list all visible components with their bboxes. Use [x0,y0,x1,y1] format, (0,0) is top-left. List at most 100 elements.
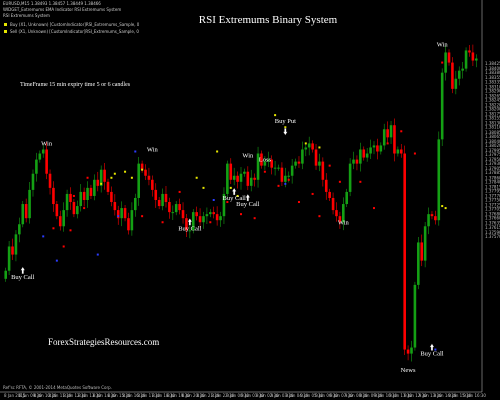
candle [110,186,113,207]
price-tick-label: 1.37590 [485,230,500,235]
candle-body [403,153,406,350]
time-tick-label: 9 Jan 09:30 [360,393,383,398]
candle-body [31,173,35,190]
sell-signal-dot [359,180,362,183]
price-tick-label: 1.38130 [485,121,500,126]
time-tick-label: 8 Jan 13:30 [78,393,101,398]
annotation-label: Buy Call [11,274,34,281]
candle [277,164,280,171]
price-tick-label: 1.37635 [485,221,500,226]
candle [328,188,331,202]
candle-body [243,171,246,174]
price-tick-label: 1.38245 [485,97,500,102]
candle-body [185,218,188,231]
candle-body [389,125,393,138]
buy-signal-dot [274,114,277,117]
candle-body [52,187,55,205]
candle [48,169,52,195]
candle-body [38,153,42,160]
sell-signal-dot [287,178,290,181]
candle [273,160,277,176]
chart-title: RSI Extremums Binary System [199,14,338,26]
candle-body [440,72,444,140]
price-tick-label: 1.38110 [485,125,500,130]
candle [93,174,96,201]
price-tick-label: 1.37725 [485,203,500,208]
candle-body [110,191,113,203]
candle-body [461,68,464,71]
candle-body [359,149,362,164]
candle [451,57,454,94]
candle [294,158,297,169]
candle-body [164,193,168,203]
candle-body [154,189,158,200]
candle-body [451,62,454,89]
candle [113,194,117,216]
candle [321,157,325,187]
price-tick-label: 1.37570 [485,234,500,239]
candle [76,200,79,219]
candle [457,66,461,86]
footer-copyright: Ref'sc RFTA, © 2001-2014 MetaQuotes Soft… [3,385,112,390]
candle-body [11,246,14,255]
candle-body [65,193,69,211]
watermark: ForexStrategiesResources.com [48,337,159,347]
candle-body [7,246,11,271]
candle-body [127,218,130,231]
candle [14,230,18,262]
candle-body [427,214,430,227]
candle [365,148,369,162]
sell-signal-dot [400,130,403,133]
candle [191,209,195,234]
sell-signal-dot [328,164,331,167]
price-tick-label: 1.37860 [485,175,500,180]
candle [205,207,209,225]
candle [362,146,366,161]
candle [437,131,441,226]
candle [359,142,362,172]
candle-body [365,153,369,158]
candle-body [362,149,366,158]
candle-body [304,147,308,150]
candle [413,281,417,351]
candle [171,205,175,221]
candle [335,202,338,222]
price-tick-label: 1.38020 [485,143,500,148]
candle-body [226,163,229,194]
candle-body [232,175,236,180]
time-tick-label: 9 Jan 12:30 [404,393,427,398]
candle-body [249,177,253,186]
candle [212,206,216,219]
candle [253,173,256,187]
candle [147,167,151,186]
candle-body [277,167,280,169]
candle-body [123,208,127,219]
annotation: Win [147,146,159,153]
candle-body [270,159,273,168]
candle [35,152,38,182]
candle [157,196,161,210]
candle-body [191,212,195,231]
sell-signal-dot [72,194,75,197]
candle [447,49,451,66]
price-tick-label: 1.38220 [485,103,500,108]
annotation: Win [41,140,53,147]
blue-signal-dot [96,253,99,256]
buy-signal-dot [318,146,321,149]
candle [318,153,321,172]
time-tick-label: 8 Jan 21:30 [197,393,220,398]
candle-body [140,163,144,170]
candle [369,139,372,159]
candle [355,155,359,171]
candle-body [396,149,400,154]
candle [393,118,396,162]
candle-body [386,129,389,138]
candle-body [116,210,120,219]
candle [229,158,233,185]
candle-body [382,129,386,146]
price-tick-label: 1.37975 [485,152,500,157]
time-tick-label: 9 Jan 03:30 [271,393,294,398]
time-tick-label: 8 Jan 17:30 [137,393,160,398]
price-tick-label: 1.38380 [485,70,500,75]
